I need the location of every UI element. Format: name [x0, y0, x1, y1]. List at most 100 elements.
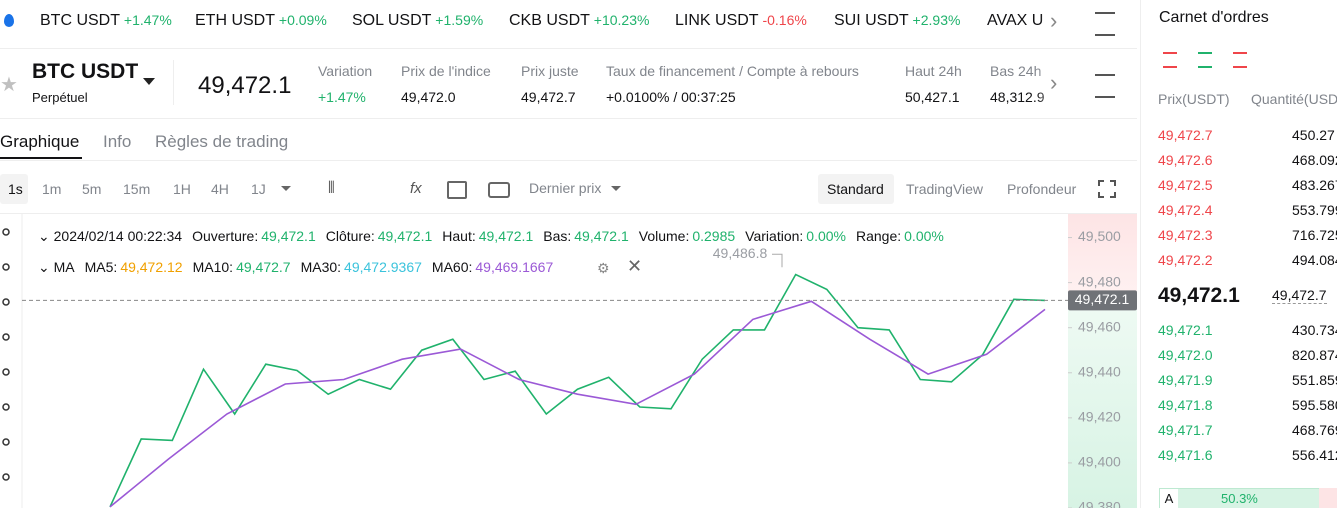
settings-icon[interactable]: [1095, 12, 1115, 36]
ma-value: 49,469.1667: [475, 259, 554, 275]
interval[interactable]: 4H: [211, 181, 229, 197]
tab[interactable]: Graphique: [0, 132, 80, 151]
ticker-symbol: SUI USDT: [834, 12, 909, 29]
price-line: [109, 300, 1046, 508]
ticker-change: +1.47%: [120, 12, 172, 28]
stat-label: Prix de l'indice: [401, 63, 491, 79]
drop-icon: [4, 14, 14, 27]
interval[interactable]: 1m: [42, 181, 62, 197]
ob-buy-label: A: [1160, 489, 1178, 508]
interval[interactable]: 15m: [123, 181, 151, 197]
settings-icon[interactable]: [1095, 74, 1115, 98]
interval[interactable]: 1s: [8, 181, 23, 197]
ticker-change: -0.16%: [758, 12, 807, 28]
drawing-tool: [2, 438, 10, 446]
ob-view-toggle[interactable]: [1198, 52, 1212, 68]
ob-view-toggle[interactable]: [1163, 52, 1177, 68]
ma-name: MA60:: [431, 259, 473, 275]
candle-icon[interactable]: ⫴: [328, 180, 335, 197]
ticker-item[interactable]: BTC USDT +1.47%: [40, 12, 172, 30]
interval[interactable]: 1J: [251, 181, 266, 197]
ticker-item[interactable]: SUI USDT +2.93%: [834, 12, 960, 30]
ob-buy-ratio: 50.3%: [1221, 491, 1258, 506]
fullscreen-icon[interactable]: [1098, 180, 1116, 198]
stat-label: Variation: [318, 63, 373, 79]
layout-icon[interactable]: [447, 181, 467, 199]
ohlc-label: Variation:: [745, 228, 804, 244]
price-source-caret[interactable]: [611, 186, 621, 196]
ohlc-value: 0.00%: [904, 228, 944, 244]
price-line: [109, 273, 1046, 508]
ticker-change: +10.23%: [589, 12, 650, 28]
ob-qty: 556.412: [1292, 447, 1337, 463]
scroll-right[interactable]: ›: [1050, 70, 1058, 95]
ticker-item[interactable]: LINK USDT -0.16%: [675, 12, 807, 30]
view[interactable]: TradingView: [906, 181, 984, 197]
ma-value: 49,472.9367: [344, 259, 422, 275]
ob-view-toggle[interactable]: [1233, 52, 1247, 68]
ma-name: MA5:: [84, 259, 118, 275]
ob-col: Prix(USDT): [1158, 91, 1230, 107]
ticker-item[interactable]: AVAX U: [987, 12, 1043, 30]
orderbook-panel: Carnet d'ordres Prix(USDT) Quantité(USDT) 4…: [1140, 0, 1337, 508]
symbol[interactable]: BTC USDT: [32, 60, 139, 83]
drawing-tool: [2, 263, 10, 271]
interval-active-bg: [0, 174, 28, 204]
collapse-caret: ⌄: [38, 228, 54, 244]
ob-price: 49,471.6: [1158, 447, 1213, 463]
ticker-symbol: ETH USDT: [195, 12, 275, 29]
main-panel: BTC USDT +1.47% ETH USDT +0.09% SOL USDT +…: [0, 0, 1137, 508]
ohlc-label: Haut:: [442, 228, 476, 244]
view[interactable]: Profondeur: [1007, 181, 1077, 197]
ticker-symbol: SOL USDT: [352, 12, 432, 29]
drawing-tool: [2, 298, 10, 306]
ticker-item[interactable]: SOL USDT +1.59%: [352, 12, 483, 30]
ticker-bar: [0, 0, 1137, 49]
scroll-right[interactable]: ›: [1050, 8, 1058, 33]
ticker-change: +0.09%: [275, 12, 327, 28]
tab[interactable]: Info: [103, 132, 132, 151]
drawing-tool: [2, 228, 10, 236]
stat-value: 48,312.9: [990, 89, 1045, 105]
dropdown-caret[interactable]: [143, 78, 155, 91]
camera-icon[interactable]: [488, 182, 510, 198]
ohlc-label: Ouverture:: [192, 228, 259, 244]
last-price: 49,472.1: [198, 72, 292, 99]
collapse-caret: ⌄: [38, 259, 54, 275]
ob-price: 49,471.7: [1158, 422, 1213, 438]
stat-label: Bas 24h: [990, 63, 1042, 79]
ob-price: 49,472.5: [1158, 177, 1213, 193]
ma-close[interactable]: ✕: [627, 256, 643, 276]
y-tick-label: 49,400: [1078, 454, 1121, 470]
price-axis-bg: [1068, 214, 1137, 508]
stat-value: +0.0100% / 00:37:25: [606, 89, 736, 105]
ob-price: 49,472.4: [1158, 202, 1213, 218]
view[interactable]: Standard: [827, 181, 884, 197]
ticker-change: +2.93%: [908, 12, 961, 28]
ma-settings-icon[interactable]: ⚙: [597, 260, 610, 276]
interval[interactable]: 5m: [82, 181, 102, 197]
favorite-star[interactable]: ★: [0, 74, 18, 96]
ohlc-value: 0.2985: [692, 228, 736, 244]
y-tick-label: 49,460: [1078, 318, 1121, 334]
ob-col: Quantité(USDT): [1251, 91, 1337, 107]
price-source[interactable]: Dernier prix: [529, 180, 602, 196]
ob-qty: 468.769: [1292, 422, 1337, 438]
tab[interactable]: Règles de trading: [155, 132, 289, 151]
ticker-item[interactable]: CKB USDT +10.23%: [509, 12, 649, 30]
ob-qty: 553.799: [1292, 202, 1337, 218]
high-marker-arrow: [772, 253, 783, 268]
ob-title: Carnet d'ordres: [1159, 9, 1269, 26]
ma-name: MA10:: [192, 259, 234, 275]
interval[interactable]: 1H: [173, 181, 191, 197]
y-tick-label: 49,440: [1078, 363, 1121, 379]
interval-caret[interactable]: [281, 186, 291, 196]
ohlc-date: 2024/02/14 00:22:34: [53, 228, 183, 244]
legend-row: ⌄ 2024/02/14 00:22:34 Ouverture: 49,472.1 C…: [38, 228, 944, 245]
fx-icon[interactable]: fx: [410, 180, 422, 197]
last-price-label: 49,472.1: [1075, 291, 1130, 307]
tab-underline: [0, 157, 82, 159]
ticker-item[interactable]: ETH USDT +0.09%: [195, 12, 327, 30]
ma-value: 49,472.12: [120, 259, 183, 275]
